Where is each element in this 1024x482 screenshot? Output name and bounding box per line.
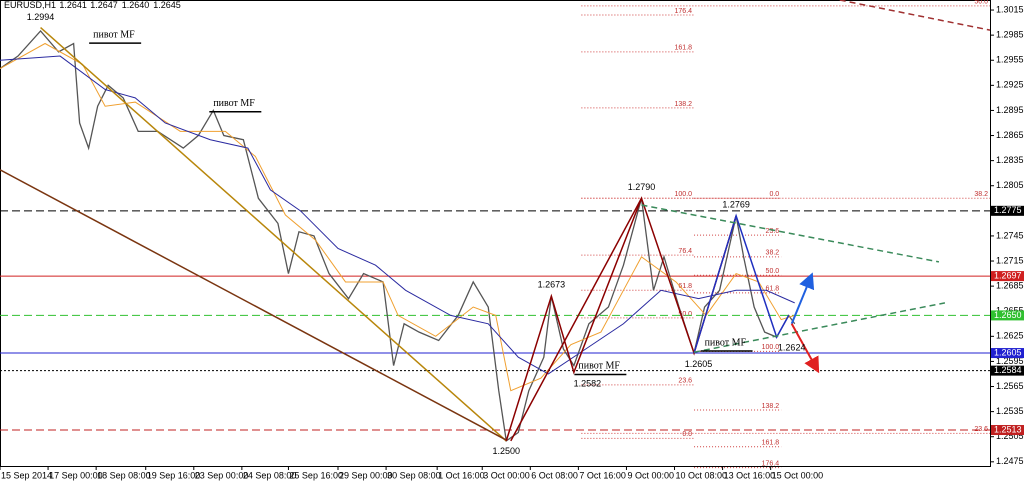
trend-line [510,197,643,442]
trend-line [40,27,507,442]
fib-label: 61.8 [678,283,692,290]
x-tick-label: 18 Sep 08:00 [97,470,151,480]
level-box [991,365,1024,376]
y-tick-label: 1.2805 [996,180,1024,190]
trend-line [641,204,940,263]
x-tick-label: 19 Sep 16:00 [147,470,201,480]
x-tick-label: 23 Sep 00:00 [195,470,249,480]
y-tick-label: 1.2595 [996,356,1024,366]
level-label: 1.2605 [994,347,1022,357]
quote-value: 1.2647 [90,0,118,10]
x-tick-label: 30 Sep 08:00 [387,470,441,480]
fib-label: 61.8 [766,286,780,293]
fib-label: 100.0 [675,191,693,198]
y-tick-label: 1.2715 [996,255,1024,265]
level-label: 1.2697 [994,270,1022,280]
x-tick-label: 6 Oct 08:00 [531,470,578,480]
level-box [991,310,1024,321]
trend-line [693,213,790,354]
fib-label: 138.2 [675,101,693,108]
fib-label: 176.4 [675,8,693,15]
level-box [991,425,1024,436]
fib-label: 23.6 [678,378,692,385]
x-tick-label: 24 Sep 08:00 [243,470,297,480]
y-tick-label: 1.2985 [996,30,1024,40]
y-tick-label: 1.2865 [996,130,1024,140]
fib-label: 38.2 [766,250,780,257]
y-tick-label: 1.2955 [996,55,1024,65]
price-label: 1.2605 [685,359,713,369]
level-box [991,348,1024,359]
level-label: 1.2775 [994,205,1022,215]
y-tick-label: 1.2925 [996,80,1024,90]
fib-label: 100.0 [762,344,780,351]
x-tick-label: 25 Sep 16:00 [289,470,343,480]
level-box [991,205,1024,216]
y-tick-label: 1.2625 [996,331,1024,341]
fib-label: 38.2 [974,191,988,198]
y-tick-label: 1.2565 [996,381,1024,391]
quote-value: 1.2641 [59,0,87,10]
price-label: 1.2624 [778,342,806,352]
fib-label: 23.6 [766,228,780,235]
chart-title: EURUSD,H1 1.2641 1.2647 1.2640 1.2645 [4,0,181,10]
y-tick-label: 1.2535 [996,406,1024,416]
pivot-label: пивот MF [578,361,620,372]
trend-line [839,0,991,31]
x-tick-label: 10 Oct 08:00 [676,470,728,480]
fib-label: 161.8 [762,440,780,447]
price-label: 1.2994 [27,12,55,22]
fib-label: 0.0 [682,431,692,438]
fib-label: 176.4 [762,461,780,468]
fib-label: 76.4 [678,248,692,255]
level-label: 1.2513 [994,424,1022,434]
x-tick-label: 17 Sep 00:00 [49,470,103,480]
fib-label: 138.2 [762,403,780,410]
x-tick-label: 7 Oct 16:00 [579,470,626,480]
x-tick-label: 1 Oct 16:00 [438,470,485,480]
x-tick-label: 15 Sep 2014 [1,470,52,480]
arrow [790,272,815,325]
fib-label: 50.0 [678,311,692,318]
quote-value: 1.2645 [153,0,181,10]
pivot-label: пивот MF [705,337,747,348]
symbol: EURUSD,H1 [4,0,56,10]
y-tick-label: 1.2745 [996,230,1024,240]
y-tick-label: 1.2475 [996,456,1024,466]
x-tick-label: 9 Oct 00:00 [627,470,674,480]
x-tick-label: 13 Oct 16:00 [724,470,776,480]
x-tick-label: 3 Oct 00:00 [483,470,530,480]
price-label: 1.2500 [493,446,521,456]
x-tick-label: 29 Sep 00:00 [339,470,393,480]
x-tick-label: 15 Oct 00:00 [772,470,824,480]
fib-label: 50.0 [974,0,988,6]
level-label: 1.2584 [994,365,1022,375]
price-label: 1.2769 [722,199,750,209]
fib-label: 161.8 [675,45,693,52]
y-tick-label: 1.2895 [996,105,1024,115]
plot-frame [0,0,991,467]
arrow [790,323,820,374]
trend-line [693,302,946,353]
y-tick-label: 1.3015 [996,4,1024,14]
y-tick-label: 1.2505 [996,431,1024,441]
fib-label: 50.0 [766,268,780,275]
price-line [0,42,795,392]
trend-line [0,169,507,441]
quote-value: 1.2640 [122,0,150,10]
level-box [991,271,1024,282]
fib-label: 23.6 [974,426,988,433]
pivot-label: пивот MF [93,29,135,40]
price-label: 1.2790 [628,182,656,192]
price-label: 1.2673 [538,280,566,290]
price-label: 1.2582 [574,378,602,388]
y-tick-label: 1.2835 [996,155,1024,165]
pivot-label: пивот MF [213,98,255,109]
fib-label: 0.0 [769,191,779,198]
y-tick-label: 1.2685 [996,281,1024,291]
level-label: 1.2650 [994,310,1022,320]
